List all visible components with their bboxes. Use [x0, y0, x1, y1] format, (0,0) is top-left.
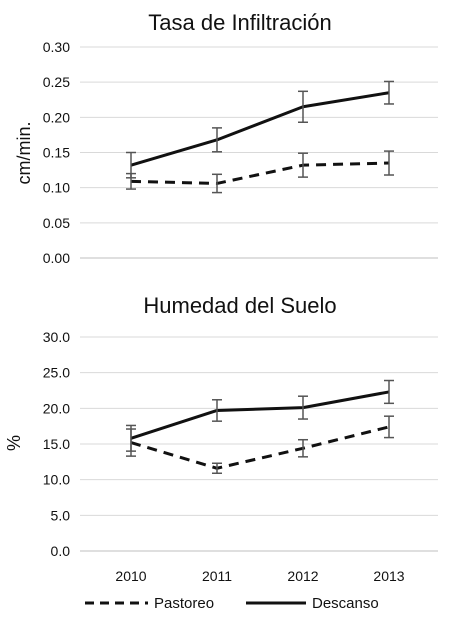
chart2-ytick-label: 20.0 — [43, 400, 70, 416]
chart1-title: Tasa de Infiltración — [148, 10, 331, 35]
chart1-ytick-label: 0.10 — [43, 180, 70, 196]
chart2-series-line-pastoreo — [131, 427, 389, 468]
chart2-xtick-label: 2012 — [287, 568, 318, 584]
chart2-ytick-label: 25.0 — [43, 365, 70, 381]
chart1-plot: 0.00 0.05 0.10 0.15 0.20 0.25 0.30 — [43, 39, 438, 266]
chart1-ytick-label: 0.15 — [43, 145, 70, 161]
chart1-series-line-descanso — [131, 93, 389, 165]
chart2-ylabel: % — [4, 435, 24, 451]
chart2-ytick-label: 15.0 — [43, 436, 70, 452]
legend-label-descanso: Descanso — [312, 595, 379, 612]
chart2-ytick-label: 5.0 — [51, 507, 71, 523]
chart1-ytick-label: 0.05 — [43, 215, 70, 231]
chart2-ytick-label: 0.0 — [51, 543, 71, 559]
chart2-ytick-label: 30.0 — [43, 329, 70, 345]
chart1-ytick-label: 0.00 — [43, 250, 70, 266]
legend-label-pastoreo: Pastoreo — [154, 595, 214, 612]
chart1-ytick-label: 0.20 — [43, 109, 70, 125]
chart1-series-line-pastoreo — [131, 163, 389, 183]
chart2-series-line-descanso — [131, 392, 389, 438]
legend: Pastoreo Descanso — [85, 595, 379, 612]
chart1-ylabel: cm/min. — [14, 122, 34, 185]
chart2-xtick-label: 2013 — [373, 568, 404, 584]
chart2-xtick-label: 2010 — [115, 568, 146, 584]
chart2-ytick-label: 10.0 — [43, 472, 70, 488]
chart2-plot: 0.0 5.0 10.0 15.0 20.0 25.0 30.0 2010 2011 2012 20… — [43, 329, 438, 584]
chart1-ytick-label: 0.30 — [43, 39, 70, 55]
chart2-title: Humedad del Suelo — [143, 293, 336, 318]
chart2-xtick-label: 2011 — [202, 568, 232, 584]
chart1-ytick-label: 0.25 — [43, 74, 70, 90]
